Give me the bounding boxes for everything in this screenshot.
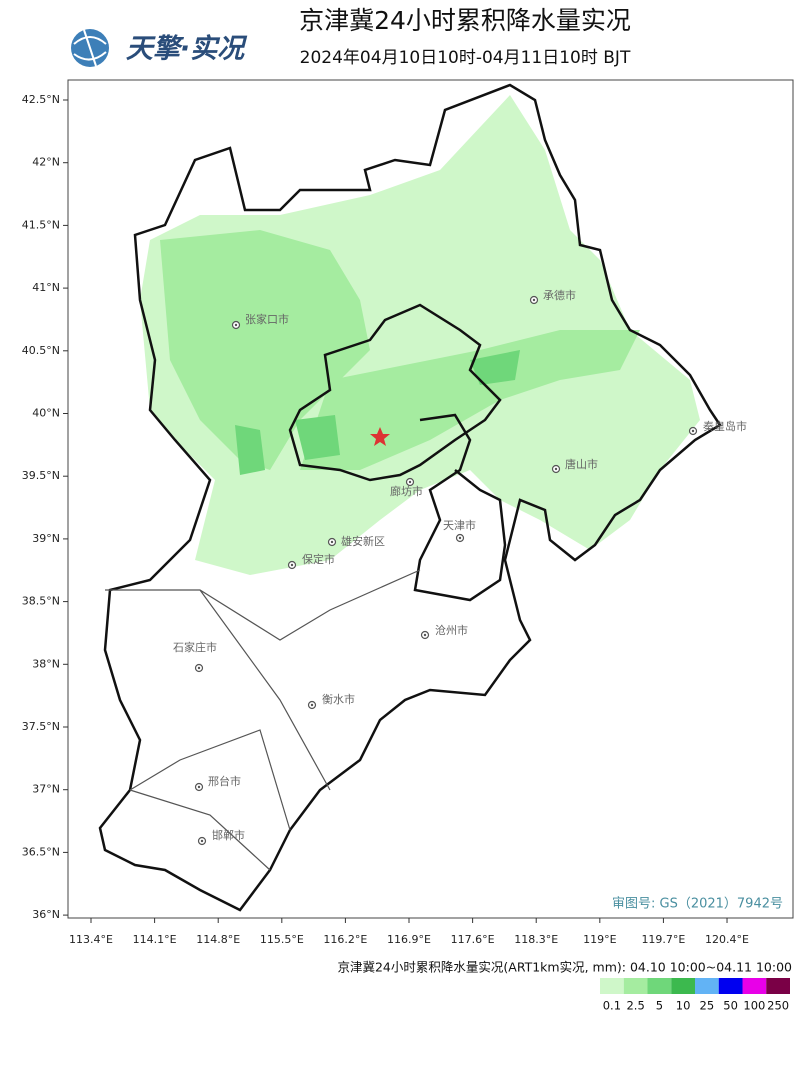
legend-label: 100 [743,999,765,1013]
ticks: 42.5°N 42°N 41.5°N 41°N 40.5°N 40°N 39.5°N 39°N… [22,93,749,946]
city-label: 张家口市 [245,312,289,326]
city-label: 秦皇岛市 [703,419,747,433]
legend-swatch [718,978,743,994]
city-label: 邯郸市 [212,828,245,842]
city-marker-dot [200,839,204,843]
rain-moderate [160,230,640,470]
legend-label: 5 [656,999,663,1013]
city-marker-dot [532,298,536,302]
city-marker-dot [554,467,558,471]
capital-star [370,427,390,446]
tianjin-outline [413,413,507,602]
city-marker-dot [408,480,412,484]
rain-areas [140,95,700,575]
city-marker-dot [458,536,462,540]
lon-tick-label: 115.5°E [260,933,304,946]
logo-text: 天擎·实况 [126,34,248,65]
cities: 张家口市 承德市秦皇岛市唐山市廊坊市天津市雄安新区保定市沧州市石家庄市衡水市邢台市… [173,288,747,846]
legend-label: 50 [723,999,738,1013]
city-label: 衡水市 [322,692,355,706]
city-marker-dot [197,785,201,789]
rain-light [140,95,700,575]
lat-tick-label: 39°N [32,532,60,545]
legend: 0.1 2.5 5 10 25 50 100 250 [600,978,790,1013]
city-label: 保定市 [302,552,335,566]
city-label: 廊坊市 [390,484,423,498]
legend-swatch [647,978,672,994]
city-marker-dot [310,703,314,707]
logo-icon-lines [73,29,107,67]
legend-swatch [766,978,790,994]
legend-label: 0.1 [603,999,621,1013]
lat-tick-label: 37°N [32,783,60,796]
lat-tick-label: 37.5°N [22,720,60,733]
lon-tick-label: 116.9°E [387,933,431,946]
legend-swatch [671,978,695,994]
lon-tick-label: 116.2°E [323,933,367,946]
city-label: 邢台市 [208,774,241,788]
lat-tick-label: 41°N [32,281,60,294]
lon-tick-label: 117.6°E [451,933,495,946]
city-marker-dot [197,666,201,670]
lat-tick-label: 41.5°N [22,218,60,231]
lon-tick-label: 114.8°E [196,933,240,946]
lat-tick-label: 39.5°N [22,469,60,482]
lat-tick-label: 38°N [32,657,60,670]
city-label: 唐山市 [565,457,598,471]
legend-swatch [600,978,624,994]
lat-tick-label: 36°N [32,908,60,921]
title: 京津冀24小时累积降水量实况 [299,6,631,35]
lon-tick-label: 118.3°E [514,933,558,946]
beijing-outline [288,303,502,482]
city-label: 沧州市 [435,623,468,637]
city-marker-dot [330,540,334,544]
subtitle: 2024年04月10日10时-04月11日10时 BJT [300,48,631,68]
province-outline [98,83,722,912]
lon-tick-label: 120.4°E [705,933,749,946]
lon-tick-label: 119°E [583,933,616,946]
rain-heavy [235,350,520,475]
legend-label: 2.5 [626,999,644,1013]
lon-tick-label: 114.1°E [133,933,177,946]
city-label: 承德市 [543,288,576,302]
approval-number: 审图号: GS（2021）7942号 [612,897,783,912]
lon-tick-label: 119.7°E [641,933,685,946]
legend-swatch [623,978,648,994]
legend-swatch [742,978,767,994]
lon-tick-label: 113.4°E [69,933,113,946]
city-marker-dot [423,633,427,637]
city-marker-dot [691,429,695,433]
legend-label: 10 [676,999,691,1013]
lat-tick-label: 38.5°N [22,595,60,608]
lat-tick-label: 42.5°N [22,93,60,106]
lat-tick-label: 36.5°N [22,845,60,858]
legend-label: 25 [700,999,715,1013]
legend-label: 250 [767,999,789,1013]
lat-tick-label: 42°N [32,156,60,169]
city-label: 石家庄市 [173,640,217,654]
legend-caption: 京津冀24小时累积降水量实况(ART1km实况, mm): 04.10 10:0… [337,960,792,975]
city-marker-dot [234,323,238,327]
city-boundaries [105,569,421,871]
city-label: 雄安新区 [341,534,385,548]
city-marker-dot [290,563,294,567]
legend-swatch [695,978,719,994]
lat-tick-label: 40.5°N [22,344,60,357]
lat-tick-label: 40°N [32,407,60,420]
city-label: 天津市 [443,518,476,532]
